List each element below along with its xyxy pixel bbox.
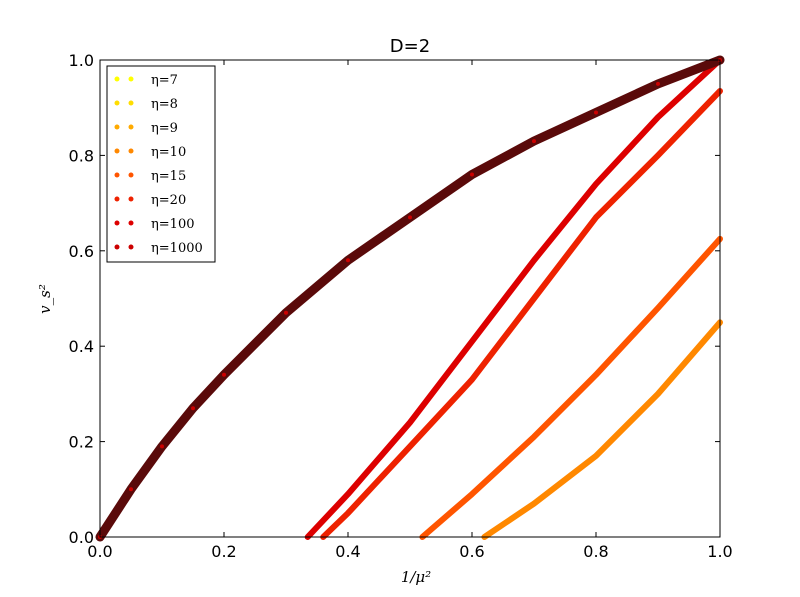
data-point [160, 444, 164, 449]
y-tick-label: 0.8 [69, 146, 94, 165]
data-point [470, 172, 474, 177]
x-tick-label: 0.4 [335, 542, 360, 561]
plot-frame [99, 59, 721, 538]
legend-marker [128, 100, 134, 106]
axis-ticks [99, 59, 721, 538]
legend-marker [114, 172, 120, 178]
x-axis-label: 1/μ² [401, 568, 431, 586]
legend-frame [106, 65, 216, 263]
legend-label: η=10 [151, 145, 186, 160]
data-point [656, 391, 660, 396]
data-point [470, 492, 474, 497]
legend-label: η=15 [151, 169, 186, 184]
legend-marker [114, 76, 120, 82]
data-point [346, 511, 350, 516]
legend-label: η=1000 [151, 241, 203, 256]
data-point [532, 501, 536, 506]
data-point [532, 139, 536, 144]
series-line-5 [320, 88, 723, 540]
x-tick-label: 1.0 [707, 542, 732, 561]
legend-marker [114, 148, 120, 154]
data-point [656, 306, 660, 310]
legend-marker [128, 172, 134, 178]
legend-marker [114, 196, 120, 202]
legend-marker [114, 244, 120, 250]
x-tick-label: 0.2 [211, 542, 236, 561]
series-line-6 [304, 57, 723, 540]
data-point [656, 153, 660, 158]
legend-label: η=8 [151, 97, 178, 112]
legend-marker [128, 196, 134, 202]
x-tick-label: 0.8 [583, 542, 608, 561]
chart-title: D=2 [390, 36, 430, 57]
data-point [191, 406, 195, 411]
data-point [408, 444, 412, 449]
data-point [594, 215, 598, 220]
legend-marker [114, 220, 120, 226]
data-point [470, 377, 474, 382]
legend-label: η=20 [151, 193, 186, 208]
data-point [594, 182, 598, 186]
axis-tick-labels: 0.0 0.2 0.4 0.6 0.8 1.0 0.0 0.2 0.4 0.6 0.8 1.0 [69, 51, 733, 561]
x-tick-label: 0.6 [459, 542, 484, 561]
data-point [222, 372, 226, 377]
y-tick-label: 0.6 [69, 242, 94, 261]
data-point [408, 215, 412, 220]
legend-marker [114, 124, 120, 130]
legend-label: η=100 [151, 217, 195, 232]
series-line-4 [419, 235, 723, 540]
data-point [594, 453, 598, 458]
legend-marker [128, 148, 134, 154]
data-point [532, 434, 536, 439]
legend-marker [128, 220, 134, 226]
legend-marker [114, 100, 120, 106]
y-tick-label: 0.2 [69, 433, 94, 452]
data-point [129, 487, 133, 492]
data-point [470, 339, 474, 344]
data-point [594, 110, 598, 115]
data-point [594, 372, 598, 377]
data-point [284, 310, 288, 315]
legend-label: η=9 [151, 121, 178, 136]
data-point [656, 115, 660, 120]
data-curves [95, 55, 725, 542]
data-point [532, 258, 536, 263]
y-axis-label: v_s² [36, 284, 54, 314]
data-point [346, 492, 350, 497]
legend-marker [128, 76, 134, 82]
legend-marker [128, 244, 134, 250]
data-point [656, 81, 660, 86]
data-point [408, 420, 412, 425]
y-tick-label: 0.0 [69, 528, 94, 547]
y-tick-label: 1.0 [69, 51, 94, 70]
x-tick-label: 0.0 [87, 542, 112, 561]
legend-marker [128, 124, 134, 130]
legend: η=7 η=8 η=9 η=10 η=15 η=20 η=100 η=1000 [106, 65, 216, 263]
legend-label: η=7 [151, 73, 178, 88]
data-point [532, 296, 536, 301]
data-point [346, 258, 350, 263]
y-tick-label: 0.4 [69, 337, 94, 356]
